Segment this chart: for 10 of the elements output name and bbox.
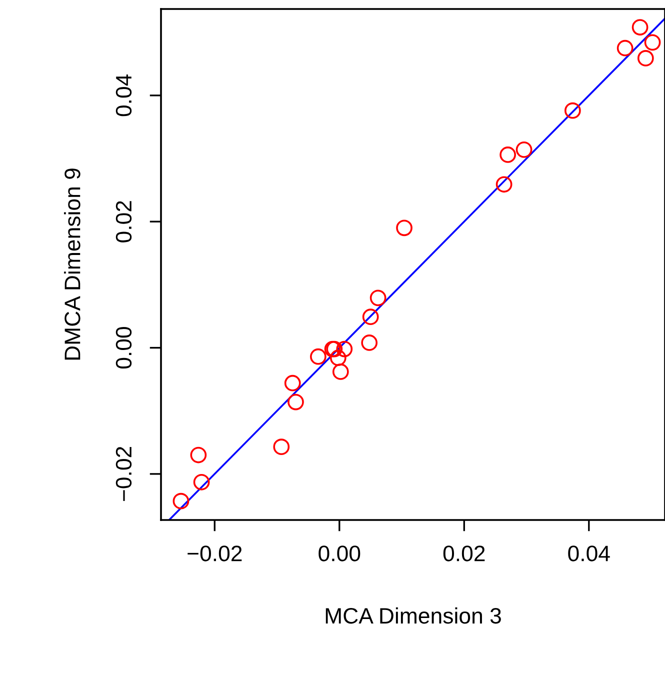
x-axis-title: MCA Dimension 3 (326, 607, 501, 624)
x-tick-label: 0.04 (568, 546, 610, 562)
y-tick-label: 0.00 (116, 327, 132, 369)
y-tick-label: −0.02 (116, 446, 132, 501)
x-tick-label: −0.02 (188, 546, 242, 562)
x-tick-label: 0.00 (318, 546, 360, 562)
y-axis-title: DMCA Dimension 9 (64, 168, 80, 360)
x-tick-label: 0.02 (443, 546, 485, 562)
y-tick-label: 0.02 (116, 201, 132, 242)
y-tick-label: 0.04 (116, 74, 132, 116)
